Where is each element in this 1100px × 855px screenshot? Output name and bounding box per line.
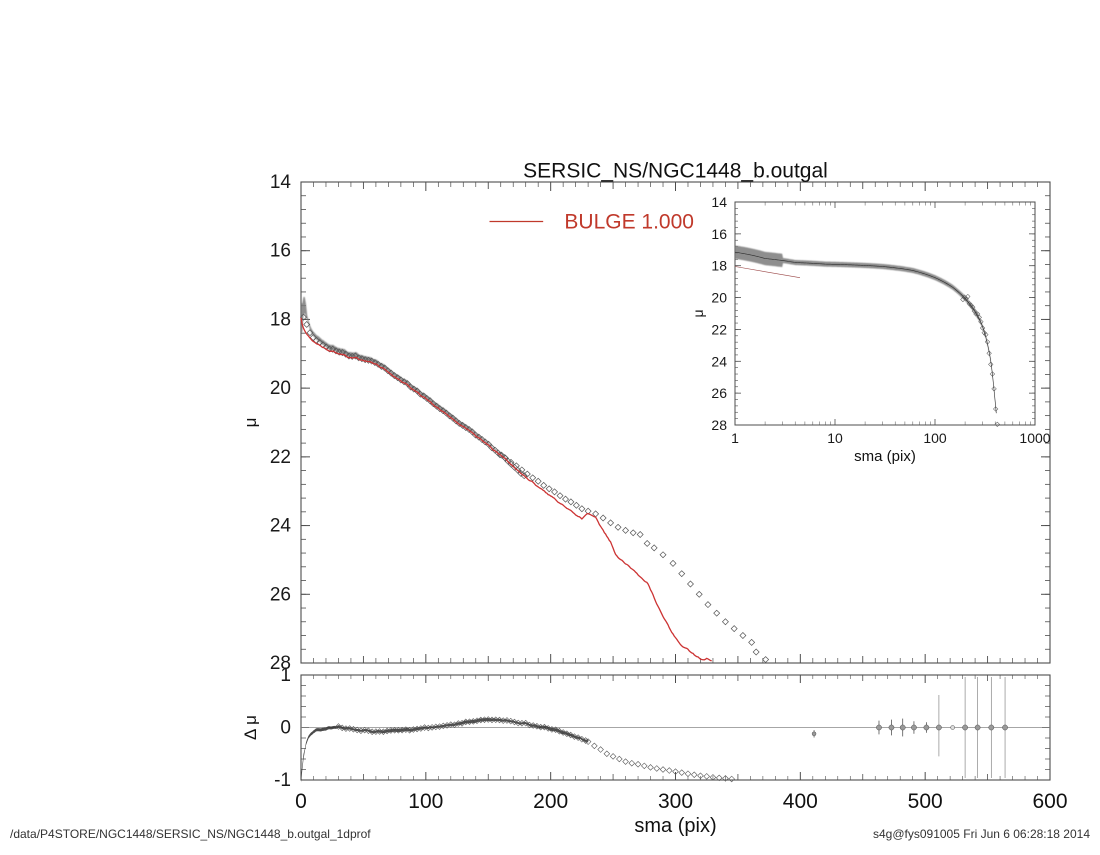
svg-text:100: 100: [408, 790, 443, 813]
svg-text:400: 400: [783, 790, 818, 813]
svg-text:24: 24: [711, 353, 727, 369]
svg-text:18: 18: [711, 258, 727, 274]
svg-text:Δ μ: Δ μ: [241, 715, 260, 740]
svg-text:20: 20: [711, 290, 727, 306]
svg-text:22: 22: [711, 321, 727, 337]
svg-text:24: 24: [270, 516, 292, 537]
svg-text:200: 200: [533, 790, 568, 813]
svg-text:/data/P4STORE/NGC1448/SERSIC_N: /data/P4STORE/NGC1448/SERSIC_NS/NGC1448_…: [10, 827, 371, 841]
svg-text:26: 26: [711, 385, 727, 401]
svg-text:16: 16: [711, 226, 727, 242]
svg-text:26: 26: [270, 584, 291, 605]
svg-text:SERSIC_NS/NGC1448_b.outgal: SERSIC_NS/NGC1448_b.outgal: [523, 160, 828, 183]
svg-text:10: 10: [827, 430, 843, 446]
svg-text:1: 1: [731, 430, 739, 446]
svg-text:0: 0: [280, 718, 291, 739]
svg-text:300: 300: [658, 790, 693, 813]
svg-text:600: 600: [1032, 790, 1067, 813]
svg-text:18: 18: [270, 309, 291, 330]
svg-text:1: 1: [280, 665, 291, 686]
svg-text:1000: 1000: [1019, 430, 1050, 446]
svg-text:-1: -1: [274, 770, 291, 791]
svg-text:s4g@fys091005 Fri Jun 6 06:2: s4g@fys091005 Fri Jun 6 06:28:18 2014: [873, 827, 1090, 841]
svg-text:20: 20: [270, 378, 291, 399]
svg-text:μ: μ: [241, 418, 260, 428]
svg-text:22: 22: [270, 447, 291, 468]
svg-text:14: 14: [711, 194, 727, 210]
svg-text:BULGE 1.000: BULGE 1.000: [564, 211, 694, 234]
svg-text:sma (pix): sma (pix): [634, 815, 716, 837]
svg-text:28: 28: [711, 417, 727, 433]
svg-text:μ: μ: [690, 309, 706, 317]
svg-text:0: 0: [295, 790, 307, 813]
svg-text:16: 16: [270, 241, 291, 262]
svg-text:100: 100: [923, 430, 947, 446]
svg-text:500: 500: [908, 790, 943, 813]
svg-text:sma (pix): sma (pix): [854, 448, 916, 465]
svg-text:14: 14: [270, 172, 292, 193]
